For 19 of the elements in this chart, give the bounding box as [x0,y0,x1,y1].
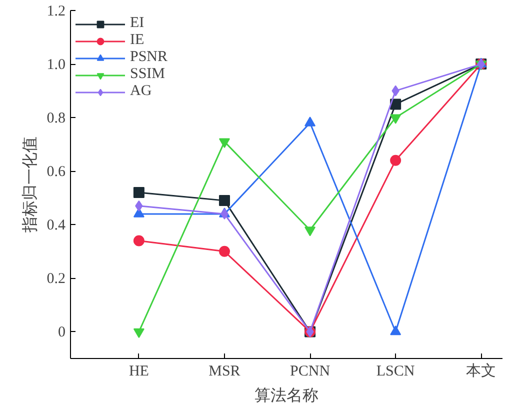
y-axis-title: 指标归一化值 [20,136,39,234]
x-tick-label: PCNN [290,364,330,380]
y-tick-label: 1.2 [46,4,66,20]
legend-label: SSIM [130,66,166,83]
legend-label: EI [130,15,146,32]
legend-label: AG [130,83,152,100]
x-tick-label: MSR [208,364,240,380]
y-tick-label: 0 [58,324,66,341]
y-tick-label: 0.4 [46,218,66,234]
y-tick-label: 0.2 [46,271,66,288]
x-axis-title: 算法名称 [254,386,318,404]
x-tick-label: HE [128,364,149,380]
x-tick-label: 本文 [466,362,496,380]
y-tick-label: 0.8 [46,110,66,127]
x-tick-label: LSCN [376,364,415,380]
legend-label: PSNR [130,49,168,66]
legend-label: IE [130,32,146,49]
y-tick-label: 0.6 [46,164,66,180]
y-tick-label: 1.0 [46,57,66,74]
